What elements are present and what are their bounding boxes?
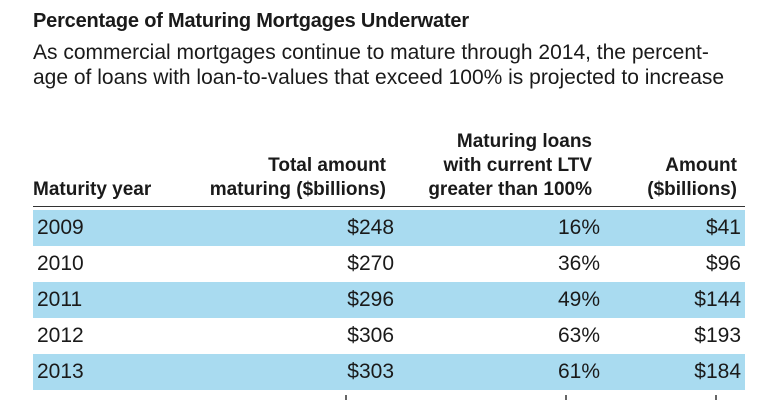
cropped-glyph [345, 395, 347, 400]
header-amount: Amount ($billions) [647, 154, 737, 202]
cell-percent: 49% [557, 288, 600, 311]
cropped-glyph [715, 395, 717, 400]
cropped-glyph [565, 395, 567, 400]
table-row: 2010 $270 36% $96 [33, 246, 745, 282]
subtitle-line-1: As commercial mortgages continue to matu… [33, 41, 709, 64]
cell-year: 2011 [37, 288, 83, 311]
cell-amount: $96 [705, 252, 741, 275]
header-maturity-year: Maturity year [33, 178, 151, 202]
cell-year: 2013 [37, 360, 84, 383]
header-total-amount-line-2: maturing ($billions) [209, 179, 386, 200]
header-ltv-percent-line-3: greater than 100% [428, 179, 592, 200]
cell-amount: $144 [694, 288, 741, 311]
cell-amount: $184 [694, 360, 741, 383]
table-row: 2013 $303 61% $184 [33, 354, 745, 390]
table-row: 2011 $296 49% $144 [33, 282, 745, 318]
chart-title: Percentage of Maturing Mortgages Underwa… [33, 10, 469, 32]
cell-total: $306 [347, 324, 394, 347]
cell-total: $248 [347, 216, 394, 239]
cell-amount: $193 [694, 324, 741, 347]
cropped-next-row [33, 391, 745, 400]
header-amount-line-2: ($billions) [647, 179, 737, 200]
cell-year: 2009 [37, 216, 84, 239]
cell-percent: 63% [557, 324, 600, 347]
table-row: 2012 $306 63% $193 [33, 318, 745, 354]
chart-subtitle: As commercial mortgages continue to matu… [33, 40, 763, 90]
cell-percent: 36% [557, 252, 600, 275]
table-row: 2009 $248 16% $41 [33, 210, 745, 246]
header-ltv-percent-line-1: Maturing loans [456, 131, 592, 152]
cell-total: $296 [347, 288, 394, 311]
header-total-amount: Total amount maturing ($billions) [210, 154, 386, 202]
header-rule [33, 206, 745, 207]
cell-year: 2010 [37, 252, 84, 275]
header-maturity-year-line-1: Maturity year [33, 179, 152, 200]
header-total-amount-line-1: Total amount [268, 155, 386, 176]
cell-total: $270 [347, 252, 394, 275]
cell-year: 2012 [37, 324, 84, 347]
subtitle-line-2: age of loans with loan-to-values that ex… [33, 66, 725, 89]
header-amount-line-1: Amount [665, 155, 737, 176]
cell-amount: $41 [705, 216, 741, 239]
header-ltv-percent: Maturing loans with current LTV greater … [428, 130, 592, 202]
table-body: 2009 $248 16% $41 2010 $270 36% $96 2011… [33, 210, 745, 390]
cell-percent: 16% [557, 216, 600, 239]
header-ltv-percent-line-2: with current LTV [443, 155, 592, 176]
cell-percent: 61% [557, 360, 600, 383]
cell-total: $303 [347, 360, 394, 383]
